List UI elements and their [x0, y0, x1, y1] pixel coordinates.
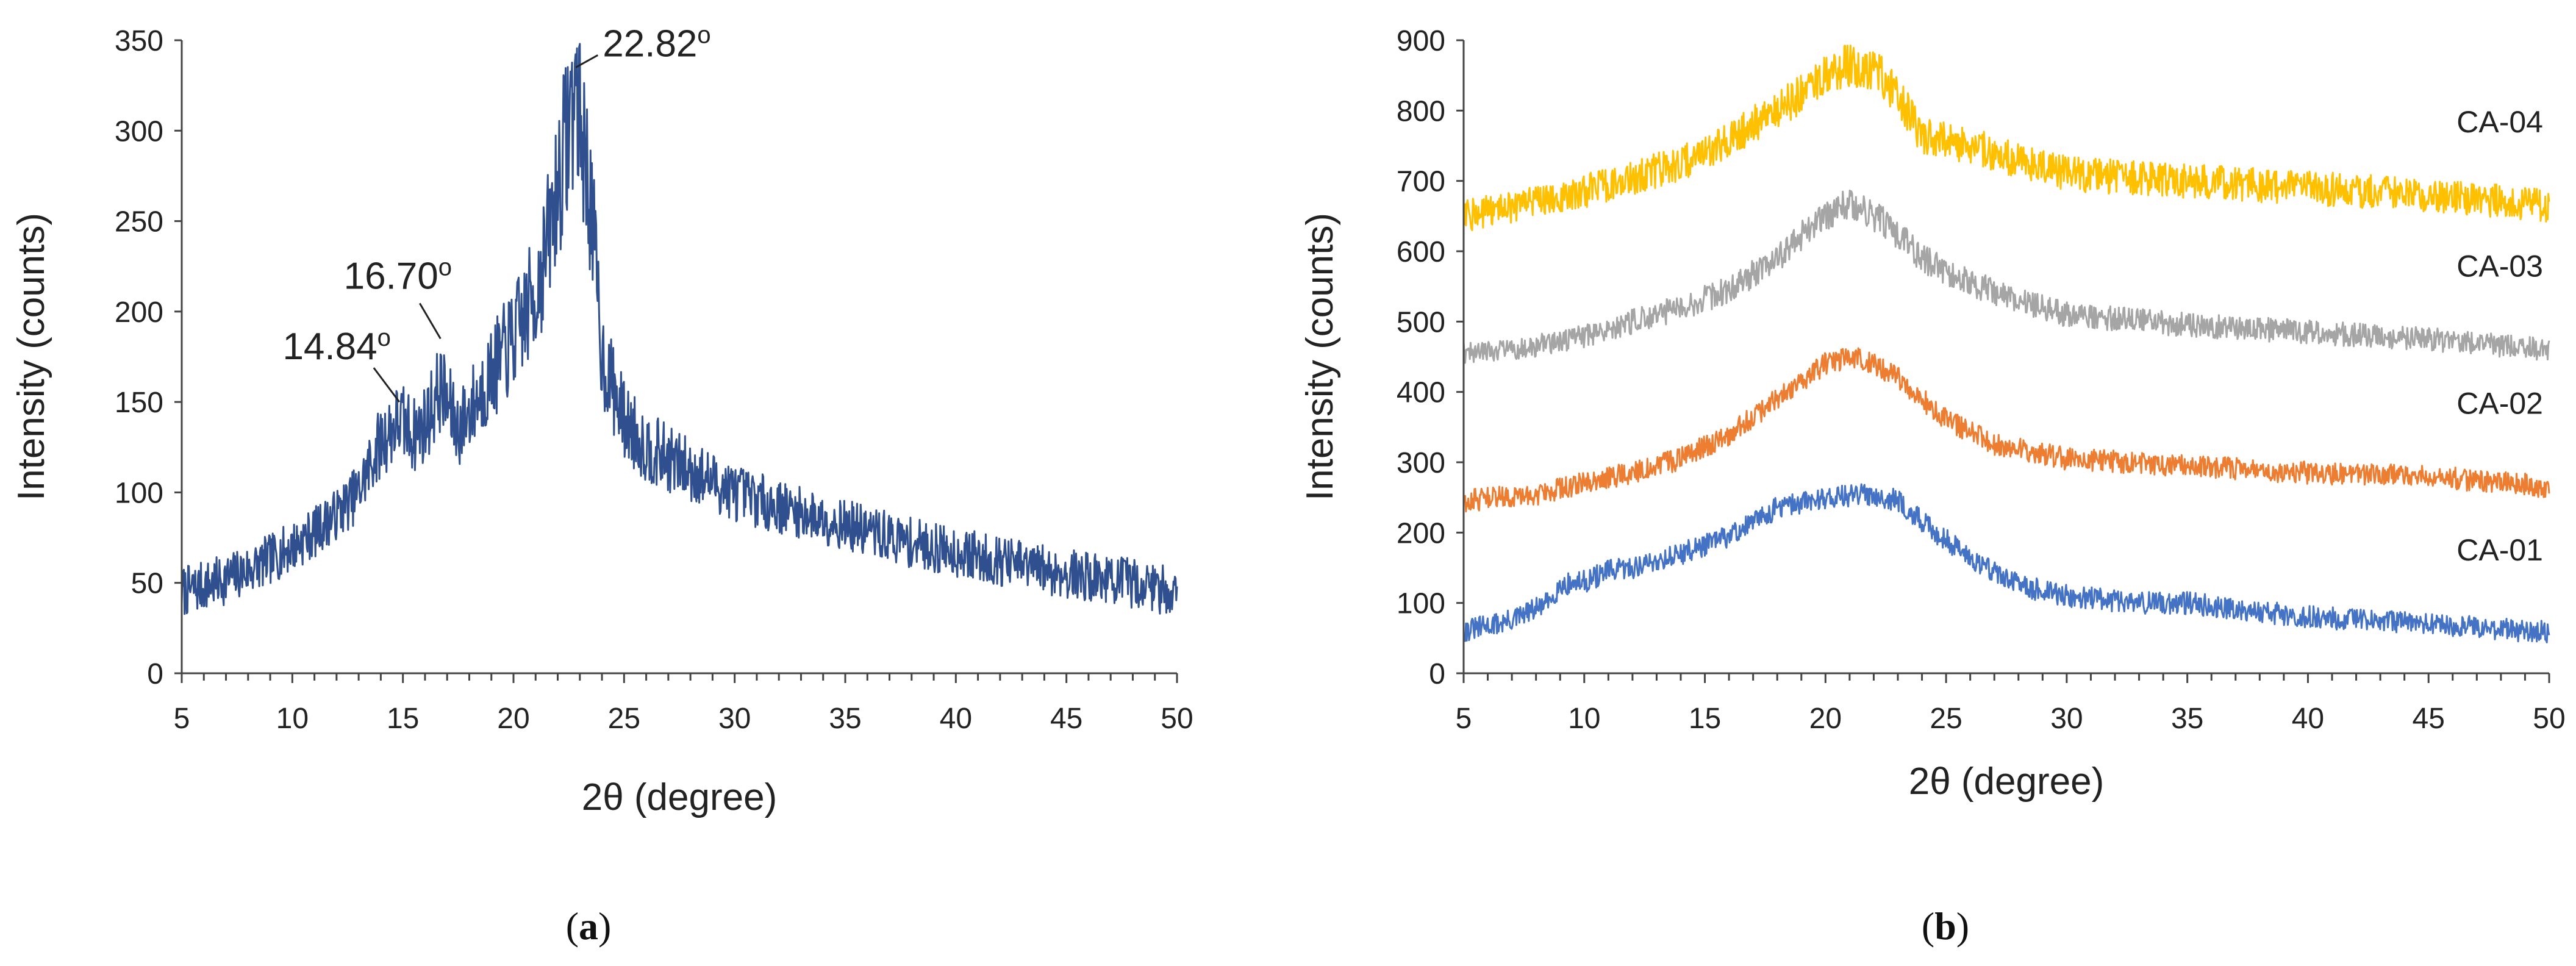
peak-annotation-value: 14.84: [282, 326, 377, 368]
peak-leader-line: [419, 302, 442, 340]
chart-panel-a: 5 10 15 20 25 30 35 40 45 50 0 50 100 150 200 250 300 350…: [10, 21, 1193, 948]
x-tick-label: 5: [1456, 703, 1472, 735]
x-tick-label: 15: [387, 703, 419, 735]
peak-annotation: 14.84o: [282, 324, 390, 368]
x-tick-label: 45: [2413, 703, 2445, 735]
series-line-ca-01: [1462, 483, 2550, 643]
y-tick-label: 50: [131, 568, 163, 600]
panel-label-open: (: [566, 904, 579, 948]
peak-annotation: 22.82o: [603, 21, 710, 65]
x-tick-label: 5: [174, 703, 190, 735]
series-label-ca-04: CA-04: [2456, 105, 2543, 139]
x-tick-label: 40: [940, 703, 972, 735]
panel-label-close: ): [598, 904, 611, 948]
x-tick-label: 35: [829, 703, 861, 735]
x-tick-label: 40: [2292, 703, 2324, 735]
x-axis-title: 2θ (degree): [582, 776, 778, 818]
y-tick-label: 200: [115, 296, 163, 329]
y-tick-label: 900: [1397, 25, 1445, 57]
series-line-cellulose: [181, 43, 1178, 615]
x-tick-label: 50: [2533, 703, 2565, 735]
chart-panel-b: 5 10 15 20 25 30 35 40 45 50010020030040050060070…: [1299, 25, 2566, 948]
y-tick-label: 700: [1397, 166, 1445, 198]
peak-annotation-degree: o: [697, 21, 710, 48]
series-label-ca-01: CA-01: [2456, 533, 2543, 567]
x-tick-label: 35: [2171, 703, 2203, 735]
panel-label-letter: a: [579, 904, 598, 948]
y-tick-label: 800: [1397, 95, 1445, 127]
x-tick-label: 45: [1050, 703, 1082, 735]
y-tick-label: 500: [1397, 306, 1445, 338]
y-tick-label: 0: [147, 658, 163, 690]
peak-annotation-value: 16.70: [344, 255, 438, 297]
peak-leader-line: [373, 367, 401, 403]
x-tick-label: 25: [608, 703, 640, 735]
peak-annotation-value: 22.82: [603, 23, 697, 65]
y-tick-label: 150: [115, 387, 163, 419]
y-tick-label: 250: [115, 206, 163, 238]
peak-annotation: 16.70o: [344, 254, 452, 297]
y-tick-label: 300: [115, 115, 163, 148]
x-tick-label: 30: [718, 703, 751, 735]
series-line-ca-02: [1462, 347, 2550, 513]
x-tick-label: 10: [1568, 703, 1600, 735]
y-tick-label: 0: [1429, 658, 1445, 690]
x-tick-label: 20: [497, 703, 529, 735]
y-tick-label: 100: [1397, 588, 1445, 620]
y-axis-title: Intensity (counts): [10, 213, 52, 501]
series-line-ca-03: [1462, 189, 2550, 364]
panel-label-close: ): [1956, 904, 1969, 948]
series-label-ca-03: CA-03: [2456, 249, 2543, 284]
panel-label: (a): [566, 904, 612, 948]
peak-leader-line: [575, 54, 599, 68]
y-tick-label: 100: [115, 477, 163, 509]
x-tick-label: 25: [1930, 703, 1962, 735]
x-tick-label: 50: [1161, 703, 1193, 735]
peak-annotation-degree: o: [377, 324, 391, 351]
series-label-ca-02: CA-02: [2456, 386, 2543, 420]
y-tick-label: 600: [1397, 236, 1445, 268]
panel-label-letter: b: [1934, 904, 1956, 948]
x-tick-label: 20: [1809, 703, 1842, 735]
panel-label: (b): [1922, 904, 1969, 948]
y-axis-title: Intensity (counts): [1299, 213, 1341, 501]
y-tick-label: 350: [115, 25, 163, 57]
x-tick-label: 30: [2050, 703, 2083, 735]
x-axis-title: 2θ (degree): [1909, 760, 2105, 803]
y-tick-label: 200: [1397, 517, 1445, 549]
y-tick-label: 300: [1397, 447, 1445, 479]
x-tick-label: 15: [1689, 703, 1721, 735]
panel-label-open: (: [1922, 904, 1934, 948]
x-tick-label: 10: [276, 703, 309, 735]
series-line-ca-04: [1462, 45, 2550, 232]
y-tick-label: 400: [1397, 377, 1445, 409]
peak-annotation-degree: o: [438, 254, 452, 281]
